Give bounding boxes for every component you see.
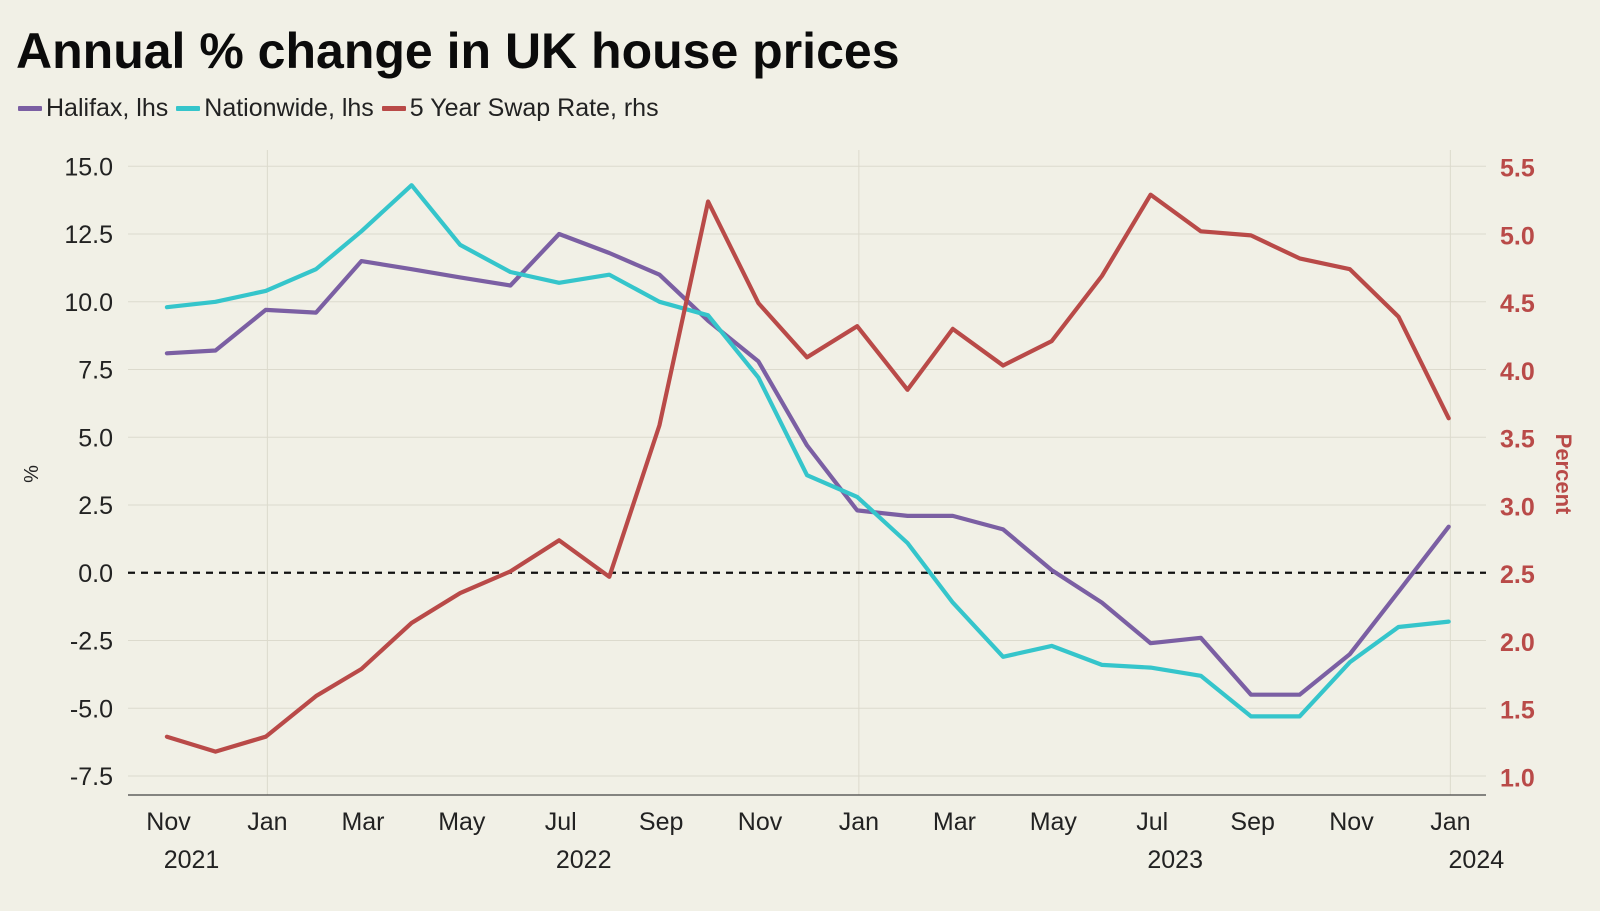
legend-swatch-halifax [18, 106, 42, 111]
legend-item-nationwide: Nationwide, lhs [176, 94, 374, 123]
x-tick-label: Jan [247, 808, 287, 836]
series-layer [164, 183, 1451, 754]
legend-swatch-swap-rate [381, 106, 406, 111]
x-tick-label: Jan [839, 808, 879, 836]
legend-label-swap-rate: 5 Year Swap Rate, rhs [409, 94, 659, 122]
y-left-tick-label: 5.0 [78, 424, 113, 452]
x-tick-label: Sep [1230, 808, 1274, 836]
x-tick-label: Jul [1136, 808, 1168, 836]
y-right-tick-label: 5.5 [1500, 155, 1535, 183]
x-tick-label: Nov [146, 808, 191, 836]
x-tick-label: Nov [1329, 808, 1374, 836]
y-left-tick-label: 10.0 [64, 289, 113, 317]
series-line-halifax [164, 231, 1451, 697]
x-tick-label: Jan [1430, 808, 1470, 836]
y-right-tick-label: 1.0 [1500, 764, 1535, 792]
x-tick-label: May [438, 808, 486, 836]
x-tick-year-label: 2022 [556, 846, 612, 874]
x-tick-label: Nov [738, 808, 783, 836]
y-left-tick-label: -2.5 [70, 628, 113, 656]
series-line-nationwide [164, 183, 1451, 719]
y-right-tick-label: 3.0 [1500, 493, 1535, 521]
y-right-tick-label: 4.0 [1500, 358, 1535, 386]
x-tick-year-label: 2024 [1449, 846, 1505, 874]
y-left-tick-label: -5.0 [70, 695, 113, 723]
chart-title: Annual % change in UK house prices [16, 23, 900, 79]
y-right-tick-label: 1.5 [1500, 697, 1535, 725]
y-right-tick-label: 4.5 [1500, 290, 1535, 318]
y-left-axis-title: % [21, 465, 43, 483]
y-left-tick-label: 12.5 [64, 221, 113, 249]
x-tick-label: Sep [639, 808, 683, 836]
legend: Halifax, lhs Nationwide, lhs 5 Year Swap… [18, 94, 667, 123]
y-right-tick-label: 2.5 [1500, 561, 1535, 589]
series-line-swap-rate [164, 192, 1451, 754]
y-left-tick-label: -7.5 [70, 763, 113, 791]
y-right-tick-label: 3.5 [1500, 426, 1535, 454]
legend-swatch-nationwide [176, 106, 201, 111]
x-tick-label: May [1030, 808, 1078, 836]
x-tick-label: Jul [545, 808, 577, 836]
axis-layer [128, 571, 1486, 796]
y-left-tick-label: 15.0 [64, 153, 113, 181]
x-tick-year-label: 2023 [1147, 846, 1203, 874]
x-tick-label: Mar [933, 808, 976, 836]
legend-item-halifax: Halifax, lhs [18, 94, 168, 123]
y-left-tick-label: 2.5 [78, 492, 113, 520]
legend-label-nationwide: Nationwide, lhs [204, 94, 374, 122]
x-tick-year-label: 2021 [164, 846, 220, 874]
grid-layer [128, 150, 1486, 795]
label-layer: 15.0 12.5 10.0 7.5 5.0 2.5 0.0 -2.5 -5.0 -7.5 5.5 5… [21, 153, 1576, 874]
y-left-tick-label: 7.5 [78, 357, 113, 385]
legend-label-halifax: Halifax, lhs [46, 94, 169, 122]
y-left-tick-label: 0.0 [78, 560, 113, 588]
y-right-tick-label: 2.0 [1500, 629, 1535, 657]
legend-item-swap-rate: 5 Year Swap Rate, rhs [381, 94, 659, 123]
x-tick-label: Mar [341, 808, 384, 836]
y-right-tick-label: 5.0 [1500, 222, 1535, 250]
y-right-axis-title: Percent [1551, 434, 1576, 515]
